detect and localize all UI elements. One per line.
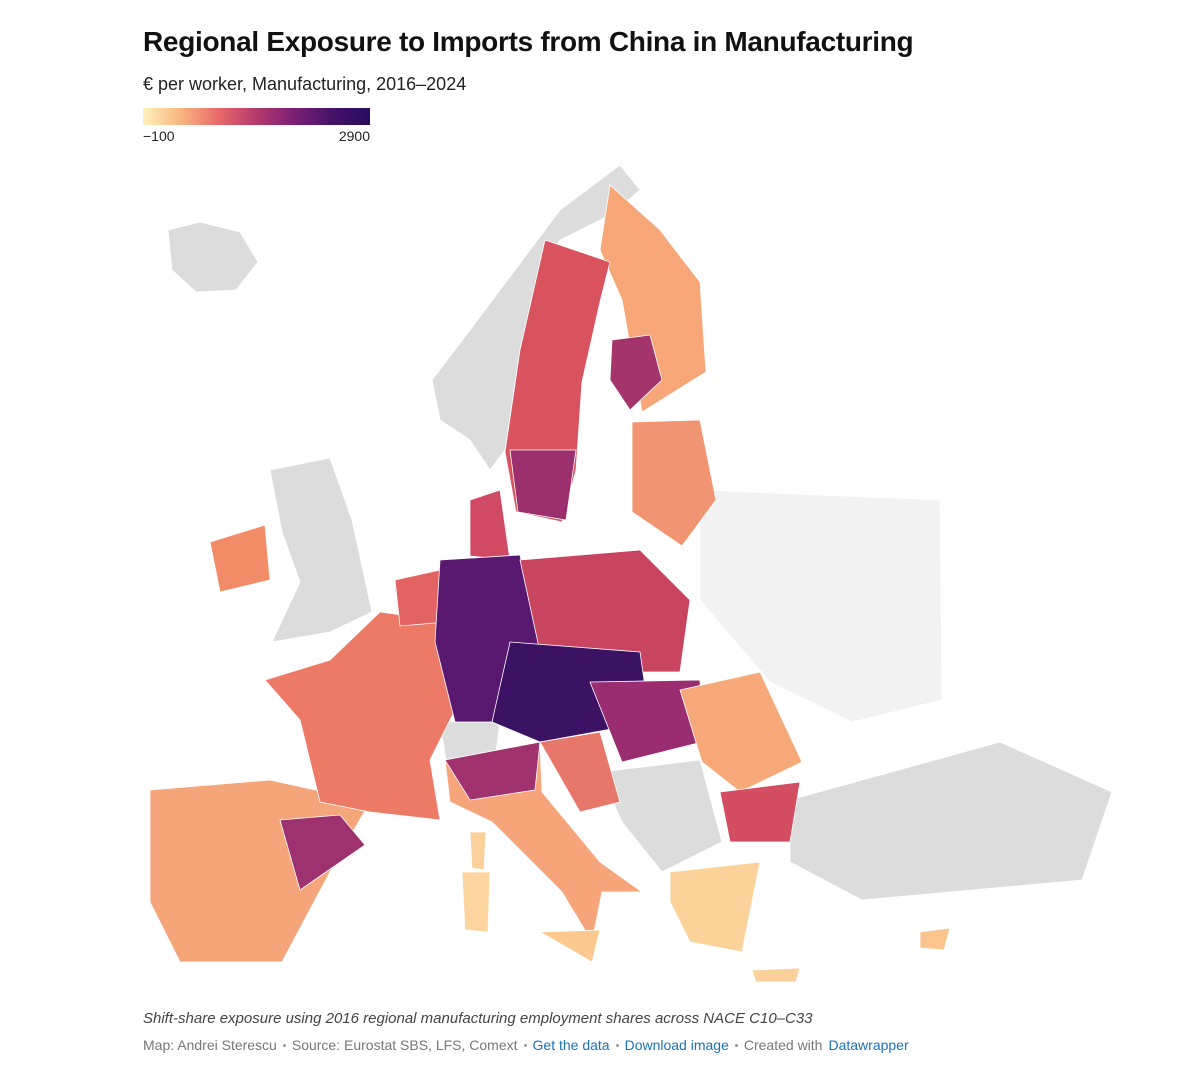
- legend-tick-label: 2900: [338, 128, 370, 144]
- source: Source: Eurostat SBS, LFS, Comext: [291, 1037, 518, 1053]
- greece: [669, 861, 761, 953]
- sweden-south: [509, 449, 577, 521]
- subtitle: € per worker, Manufacturing, 2016–2024: [143, 74, 467, 94]
- legend-tick-label: −100: [143, 128, 175, 144]
- map-regions: [149, 184, 951, 983]
- france: [264, 611, 461, 821]
- legend-gradient: [143, 108, 370, 125]
- iceland: [167, 221, 259, 293]
- byline: Map: Andrei Sterescu: [143, 1037, 277, 1053]
- denmark: [469, 489, 511, 561]
- sicily: [538, 929, 601, 963]
- baltics: [631, 419, 717, 547]
- legend-ticks: −100 2900: [143, 125, 370, 144]
- legend: −100 2900: [143, 108, 370, 144]
- italy-north: [444, 741, 541, 801]
- sardinia: [461, 871, 491, 933]
- map-gray: [167, 164, 1113, 901]
- finland-west: [609, 334, 663, 411]
- link[interactable]: Download image: [624, 1037, 729, 1053]
- balkans: [599, 759, 723, 873]
- romania: [679, 671, 803, 793]
- title: Regional Exposure to Imports from China …: [143, 26, 914, 57]
- footer: Map: Andrei Sterescu Source: Eurostat SB…: [143, 1037, 909, 1053]
- eastern-europe: [699, 489, 943, 723]
- uk: [269, 457, 373, 643]
- turkey: [789, 741, 1113, 901]
- note: Shift-share exposure using 2016 regional…: [143, 1010, 813, 1027]
- link[interactable]: Datawrapper: [828, 1037, 909, 1053]
- ireland: [209, 524, 271, 593]
- crete: [751, 967, 801, 983]
- link[interactable]: Get the data: [532, 1037, 610, 1053]
- bulgaria: [719, 781, 801, 843]
- cyprus: [919, 927, 951, 951]
- credit: Created with: [743, 1037, 823, 1053]
- iberia: [149, 779, 371, 963]
- catalonia: [279, 814, 366, 891]
- corsica: [469, 831, 487, 871]
- croatia: [539, 731, 621, 813]
- finland: [599, 184, 707, 413]
